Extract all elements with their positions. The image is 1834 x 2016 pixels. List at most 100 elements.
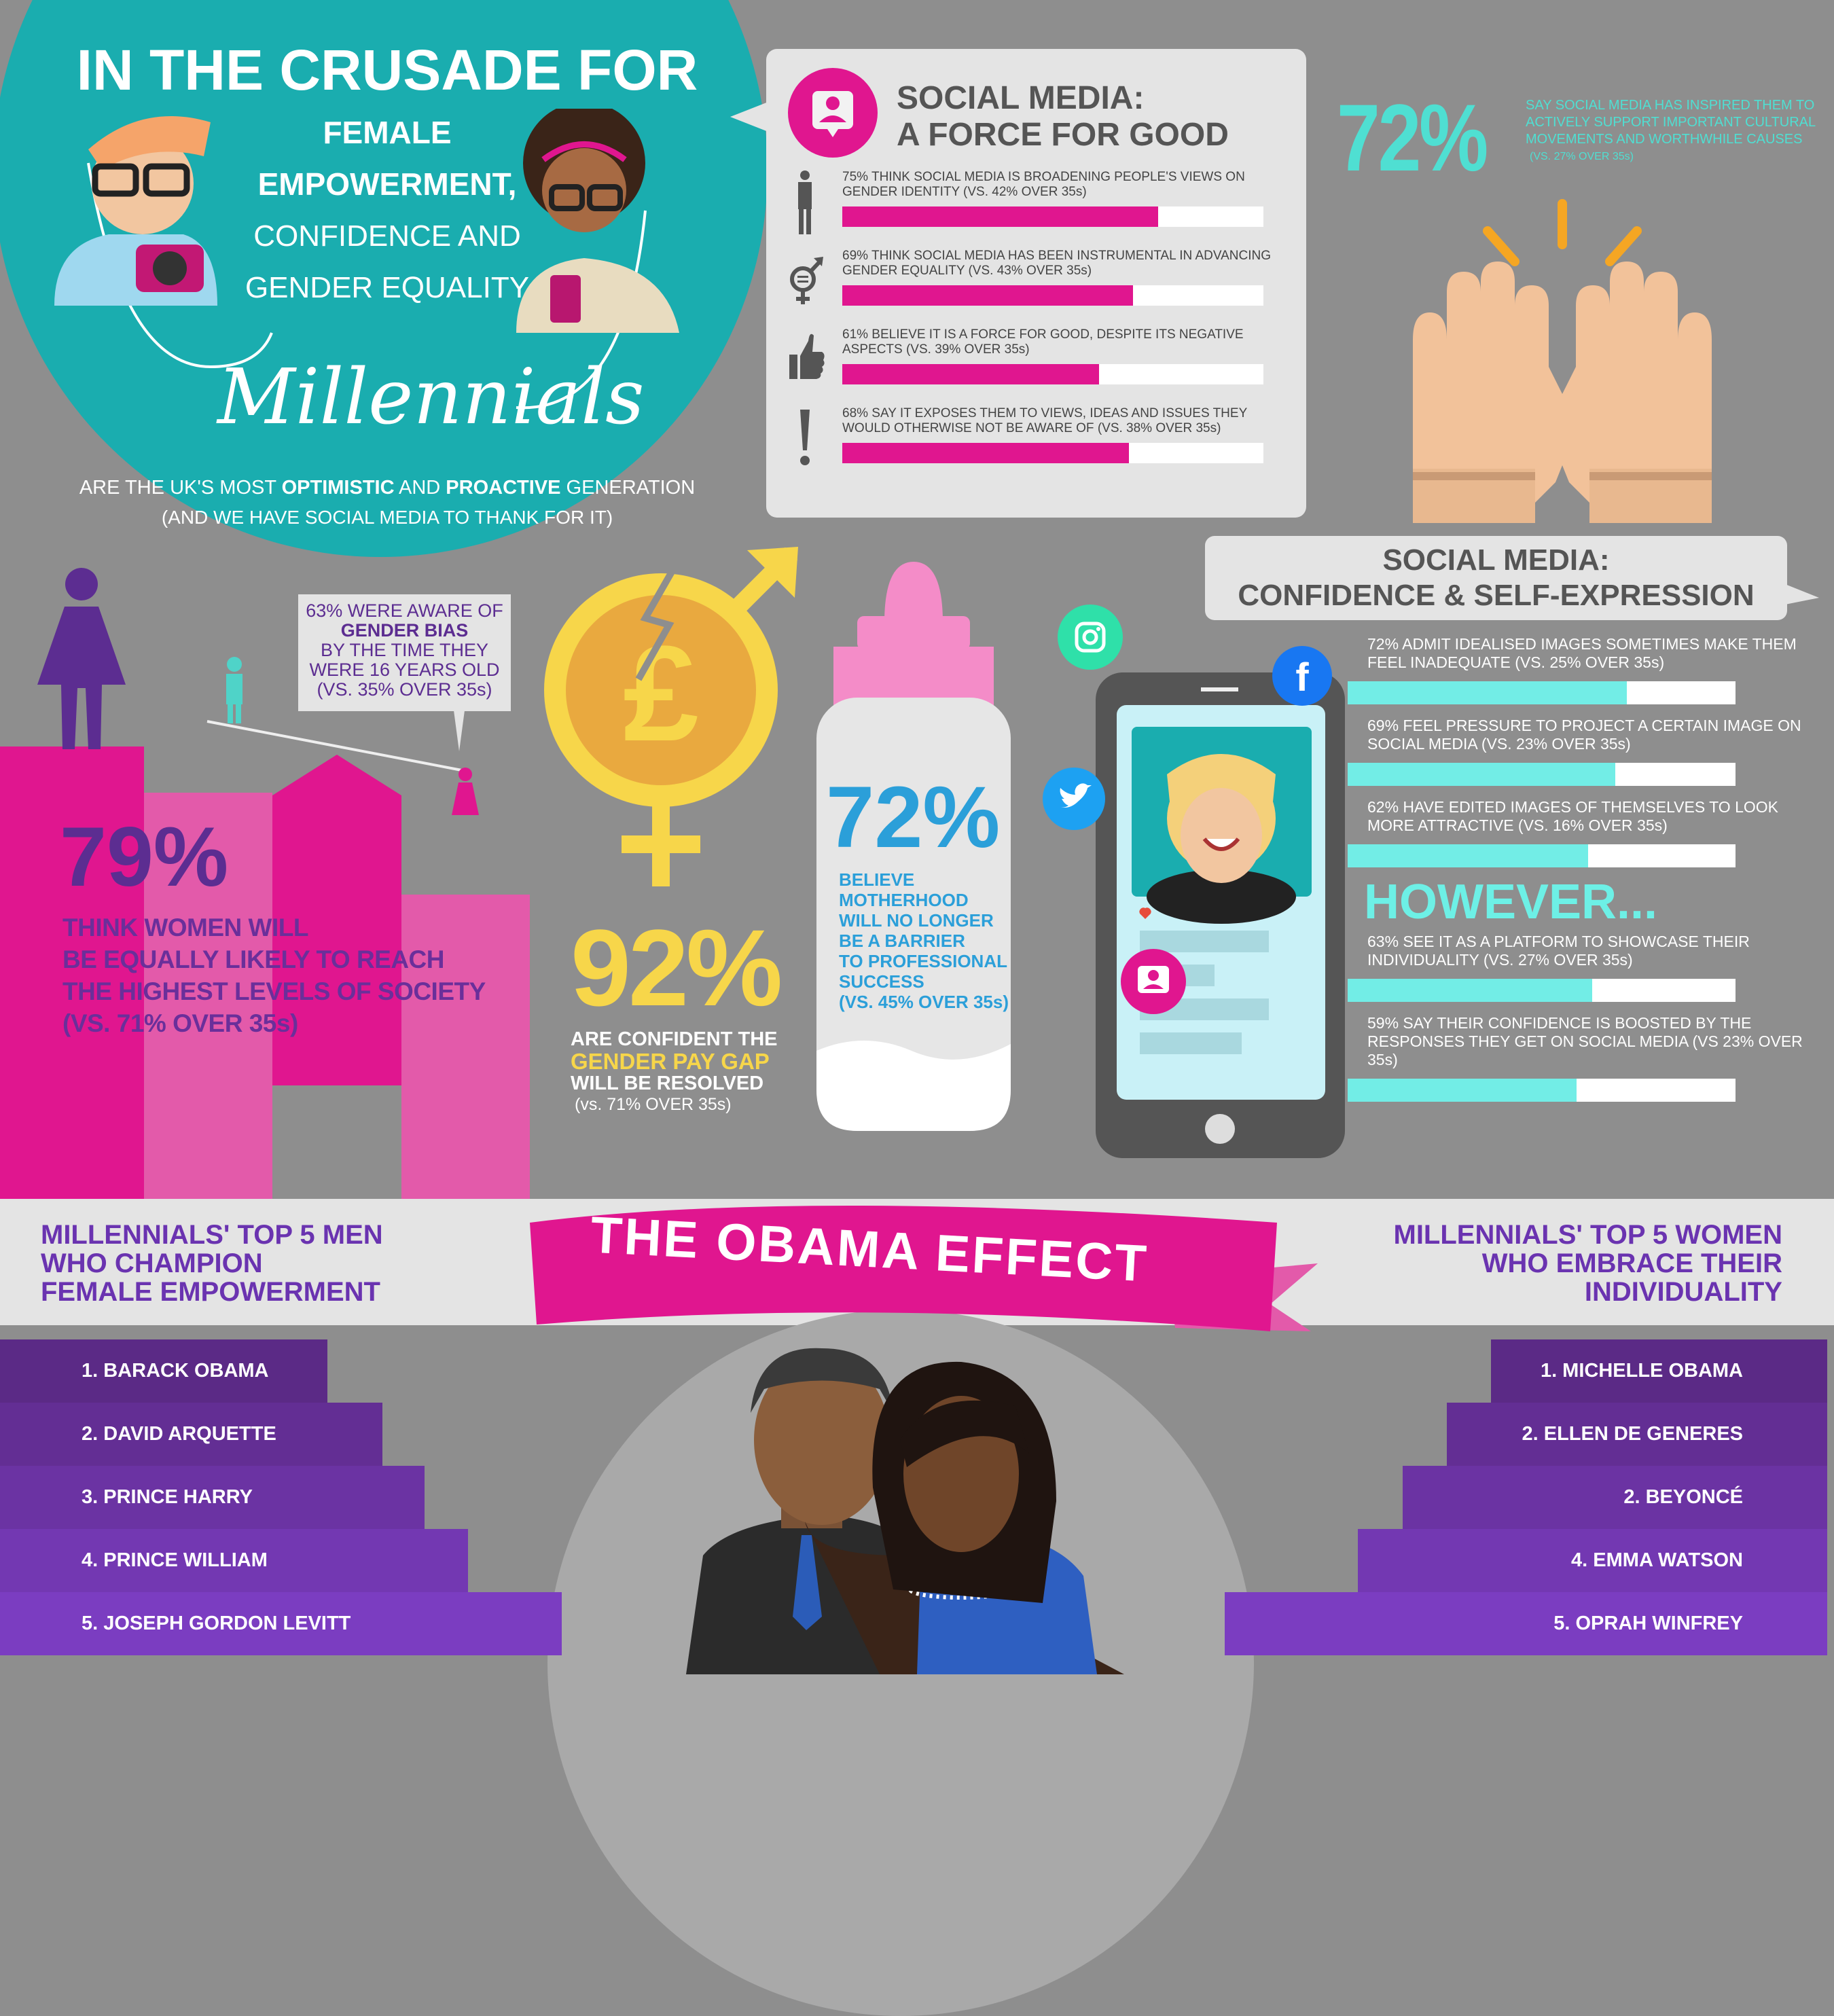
title-line: WHO EMBRACE THEIR [1481, 1248, 1782, 1278]
force-item-text: 75% THINK SOCIAL MEDIA IS BROADENING PEO… [842, 170, 1245, 199]
force-item: 75% THINK SOCIAL MEDIA IS BROADENING PEO… [788, 170, 1294, 238]
motherhood-line: TO PROFESSIONAL [839, 951, 1007, 971]
raised-hands-illustration [1413, 199, 1712, 523]
equal-levels-text: THINK WOMEN WILL BE EQUALLY LIKELY TO RE… [62, 912, 486, 1039]
text-line: (VS. 71% OVER 35s) [62, 1009, 298, 1037]
force-item-bar [842, 206, 1263, 227]
motherhood-line: SUCCESS [839, 971, 924, 992]
causes-text: SAY SOCIAL MEDIA HAS INSPIRED THEM TO AC… [1526, 97, 1824, 165]
instagram-icon [1058, 605, 1123, 670]
hero-subtitle-2: (AND WE HAVE SOCIAL MEDIA TO THANK FOR I… [161, 507, 613, 528]
men-rank-item: 2. DAVID ARQUETTE [0, 1403, 382, 1466]
pay-gap-percent: 92% [571, 907, 783, 1028]
hero-line-female: FEMALE [323, 115, 452, 150]
bubble-line: WERE 16 YEARS OLD [309, 660, 500, 680]
subtitle-text: GENERATION [560, 477, 696, 499]
causes-comparison: (VS. 27% OVER 35s) [1530, 151, 1634, 162]
force-item-bar-fill [842, 443, 1129, 463]
social-profile-icon [788, 68, 878, 158]
confidence-item-text: 69% FEEL PRESSURE TO PROJECT A CERTAIN I… [1367, 717, 1801, 753]
woman-figure-icon [37, 568, 126, 749]
podium-column-1 [0, 746, 144, 1199]
subtitle-text: AND [394, 477, 446, 499]
title-line: MILLENNIALS' TOP 5 WOMEN [1393, 1220, 1783, 1250]
force-item-text: 69% THINK SOCIAL MEDIA HAS BEEN INSTRUME… [842, 249, 1272, 278]
bubble-highlight: GENDER BIAS [340, 620, 469, 641]
twitter-icon [1043, 768, 1105, 830]
gender-identity-icon [798, 170, 812, 234]
force-item-bar-fill [842, 364, 1100, 384]
motherhood-line: BELIEVE [839, 869, 915, 890]
force-item-bar-fill [842, 285, 1133, 306]
confidence-item-bar-fill [1348, 1079, 1577, 1102]
bubble-line: 63% WERE AWARE OF [306, 600, 503, 621]
gender-equality-icon [790, 257, 823, 304]
title-line: MILLENNIALS' TOP 5 MEN [41, 1220, 383, 1250]
confidence-item: 62% HAVE EDITED IMAGES OF THEMSELVES TO … [1348, 798, 1829, 867]
text-line: ARE CONFIDENT THE [571, 1028, 778, 1050]
hero-line-empowerment: EMPOWERMENT, [257, 166, 517, 202]
motherhood-percent: 72% [826, 769, 1001, 866]
confidence-item-bar-fill [1348, 844, 1589, 867]
obama-effect-ribbon [530, 1206, 1318, 1331]
men-list-title: MILLENNIALS' TOP 5 MEN WHO CHAMPION FEMALE… [41, 1221, 383, 1306]
force-item-text: 68% SAY IT EXPOSES THEM TO VIEWS, IDEAS … [842, 406, 1247, 435]
force-item-bar-fill [842, 206, 1158, 227]
millennials-script: Millennials [217, 353, 645, 442]
men-rank-item: 4. PRINCE WILLIAM [0, 1529, 468, 1592]
confidence-item-list: 72% ADMIT IDEALISED IMAGES SOMETIMES MAK… [1348, 635, 1829, 1102]
title-line: SOCIAL MEDIA: [1382, 543, 1610, 577]
men-rank-item: 3. PRINCE HARRY [0, 1466, 425, 1529]
woman-with-coffee [516, 109, 679, 333]
confidence-item-bar [1348, 979, 1736, 1002]
hero-subtitle: ARE THE UK'S MOST OPTIMISTIC AND PROACTI… [14, 475, 761, 500]
text-line: (vs. 71% OVER 35s) [575, 1095, 732, 1114]
confidence-item-bar-fill [1348, 763, 1615, 786]
force-item-bar [842, 443, 1263, 463]
confidence-item-bar [1348, 763, 1736, 786]
confidence-item-bar-fill [1348, 979, 1592, 1002]
hero-line-equality: GENDER EQUALITY [245, 271, 530, 304]
text-line: THE HIGHEST LEVELS OF SOCIETY [62, 977, 486, 1005]
title-line: WHO CHAMPION [41, 1248, 263, 1278]
seesaw-illustration [206, 657, 479, 815]
confidence-item-bar [1348, 681, 1736, 704]
hero-title: IN THE CRUSADE FOR [76, 38, 698, 102]
force-item-list: 75% THINK SOCIAL MEDIA IS BROADENING PEO… [788, 170, 1294, 474]
podium-column-2 [144, 793, 272, 1199]
women-rank-item: 2. BEYONCÉ [1403, 1466, 1827, 1529]
bubble-tail [454, 710, 465, 751]
gender-pound-coin-icon: £ [544, 547, 798, 886]
subtitle-text: ARE THE UK'S MOST [79, 477, 282, 499]
text-highlight: GENDER PAY GAP [571, 1049, 770, 1074]
text-line: BE EQUALLY LIKELY TO REACH [62, 946, 444, 973]
title-line: SOCIAL MEDIA: [897, 80, 1145, 116]
force-item-bar [842, 285, 1263, 306]
title-line: INDIVIDUALITY [1584, 1277, 1782, 1307]
men-rank-item: 5. JOSEPH GORDON LEVITT [0, 1592, 562, 1655]
women-rank-item: 5. OPRAH WINFREY [1225, 1592, 1827, 1655]
causes-percent: 72% [1337, 84, 1488, 191]
motherhood-line: (VS. 45% OVER 35s) [839, 992, 1009, 1012]
text-line: WILL BE RESOLVED [571, 1073, 764, 1094]
causes-description: SAY SOCIAL MEDIA HAS INSPIRED THEM TO AC… [1526, 98, 1816, 147]
however-heading: HOWEVER... [1364, 875, 1658, 929]
force-item: 68% SAY IT EXPOSES THEM TO VIEWS, IDEAS … [788, 406, 1294, 474]
force-card-pointer [730, 102, 768, 132]
pay-gap-text: ARE CONFIDENT THE GENDER PAY GAP WILL BE… [571, 1029, 778, 1115]
exclamation-icon [800, 410, 810, 465]
confidence-item: 59% SAY THEIR CONFIDENCE IS BOOSTED BY T… [1348, 1014, 1829, 1102]
obamas-illustration [686, 1348, 1124, 1674]
svg-text:f: f [1295, 655, 1309, 700]
thumbs-up-icon [789, 334, 825, 379]
title-line: CONFIDENCE & SELF-EXPRESSION [1238, 579, 1755, 612]
hero-illustration [54, 109, 679, 410]
motherhood-line: MOTHERHOOD [839, 890, 969, 910]
force-item-bar [842, 364, 1263, 384]
man-with-camera [54, 116, 217, 306]
confidence-item-bar [1348, 1079, 1736, 1102]
confidence-item: 72% ADMIT IDEALISED IMAGES SOMETIMES MAK… [1348, 635, 1829, 704]
facebook-icon: f [1272, 646, 1332, 706]
men-rank-item: 1. BARACK OBAMA [0, 1339, 327, 1403]
confidence-item: 69% FEEL PRESSURE TO PROJECT A CERTAIN I… [1348, 717, 1829, 786]
